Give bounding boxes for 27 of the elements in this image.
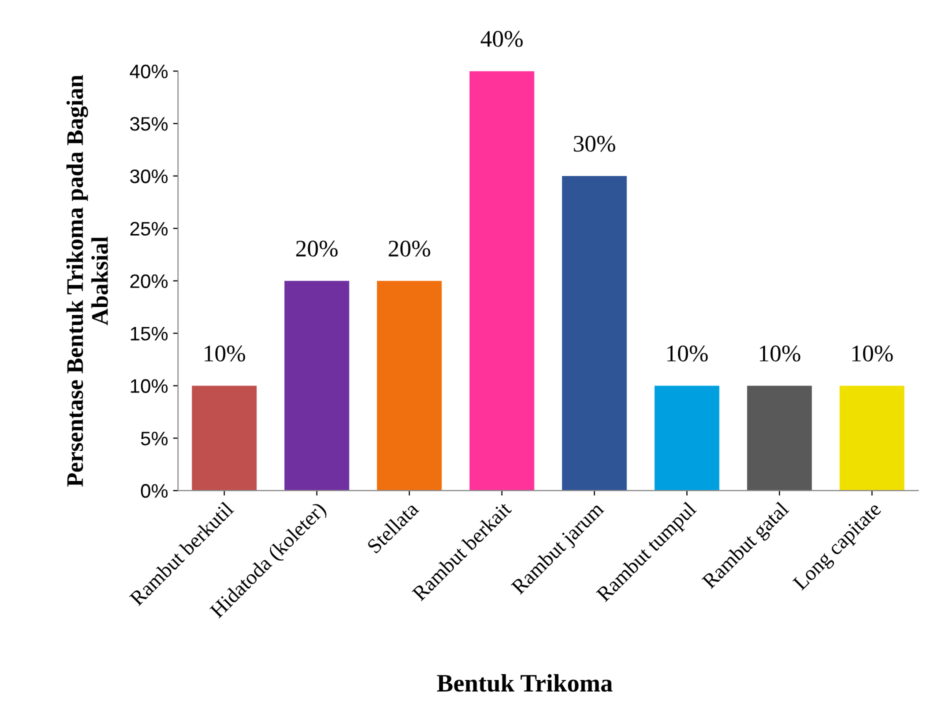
y-tick-label: 15%: [130, 326, 168, 341]
y-tick-label: 20%: [130, 274, 168, 288]
y-tick-label: 10%: [130, 379, 168, 393]
data-label: 10%: [760, 346, 800, 362]
y-tick-label: 5%: [140, 432, 168, 446]
data-label: 10%: [204, 346, 246, 362]
y-tick-label: 35%: [130, 117, 168, 131]
y-tick-label: 40%: [130, 64, 168, 78]
data-label: 10%: [667, 346, 708, 362]
bar: [840, 386, 904, 491]
y-tick-label: 0%: [140, 484, 168, 498]
data-label: 30%: [574, 136, 616, 152]
data-label: 20%: [296, 240, 338, 257]
bar: [284, 280, 350, 491]
data-label: 20%: [388, 240, 430, 257]
x-axis-title: Bentuk Trikoma: [437, 674, 612, 692]
y-tick-label: 30%: [130, 169, 168, 184]
y-tick-label: 25%: [130, 222, 168, 236]
bar: [376, 280, 442, 491]
bar: [747, 386, 812, 491]
bar: [562, 176, 627, 491]
data-label: 40%: [480, 30, 523, 47]
data-label: 10%: [852, 346, 893, 362]
bar: [469, 71, 534, 491]
bar: [192, 386, 257, 491]
bar: [654, 386, 720, 491]
y-axis-title: Persentase Bentuk Trikoma pada Bagian Abaksial: [66, 75, 108, 487]
